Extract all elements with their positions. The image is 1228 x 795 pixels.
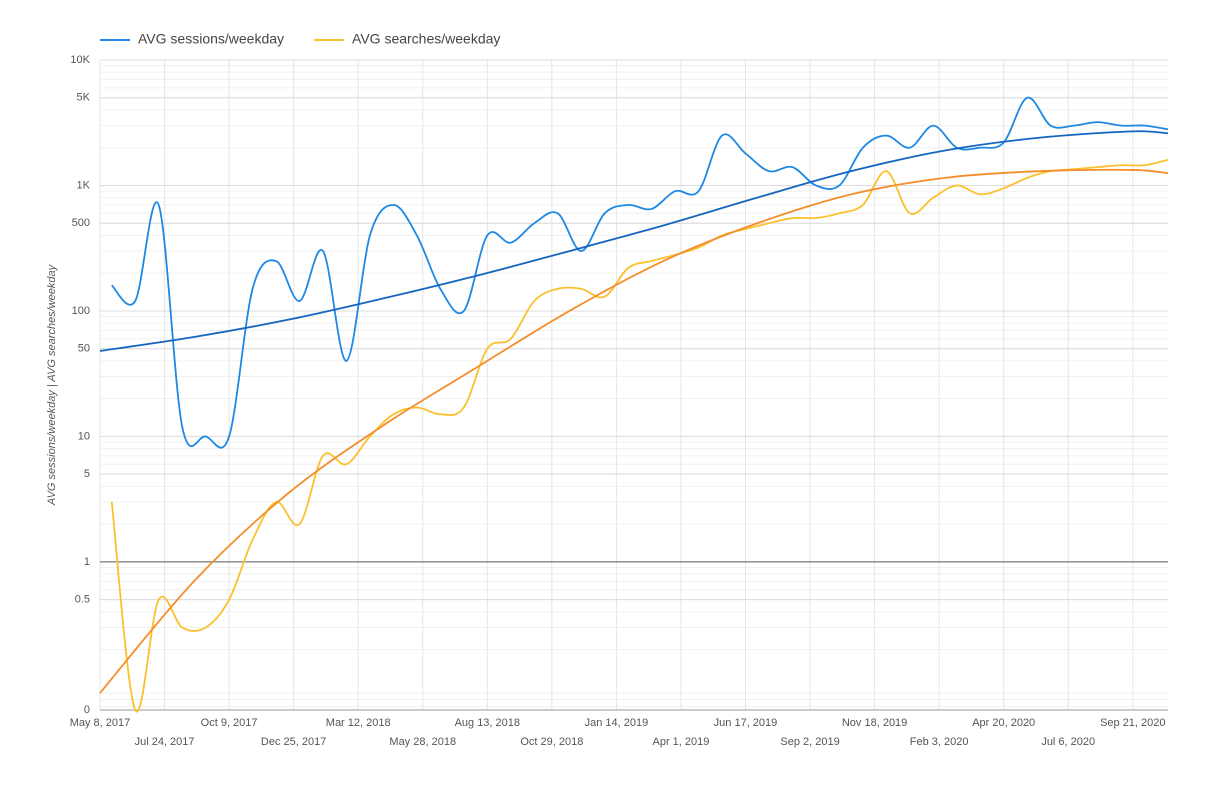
trend-line xyxy=(99,130,1169,352)
y-tick-label: 5 xyxy=(84,468,90,480)
x-tick-label: Apr 1, 2019 xyxy=(653,736,710,748)
x-tick-label: May 8, 2017 xyxy=(70,717,131,729)
y-tick-label: 10 xyxy=(78,430,90,442)
data-line xyxy=(111,96,1169,449)
y-tick-label: 5K xyxy=(77,92,91,104)
x-tick-label: Oct 29, 2018 xyxy=(520,736,583,748)
x-tick-label: Jan 14, 2019 xyxy=(585,717,649,729)
legend-label: AVG searches/weekday xyxy=(352,31,500,47)
x-tick-label: Jun 17, 2019 xyxy=(714,717,778,729)
y-tick-label: 50 xyxy=(78,343,90,355)
x-tick-label: Mar 12, 2018 xyxy=(326,717,391,729)
y-axis-label: AVG sessions/weekday | AVG searches/week… xyxy=(46,263,58,506)
x-tick-label: May 28, 2018 xyxy=(389,736,456,748)
x-tick-label: Feb 3, 2020 xyxy=(910,736,969,748)
y-tick-label: 500 xyxy=(72,217,90,229)
y-tick-label: 100 xyxy=(72,305,90,317)
y-tick-label: 10K xyxy=(70,54,90,66)
x-tick-label: Apr 20, 2020 xyxy=(972,717,1035,729)
x-tick-label: Oct 9, 2017 xyxy=(201,717,258,729)
data-line xyxy=(110,158,1169,713)
x-tick-label: Aug 13, 2018 xyxy=(455,717,520,729)
x-tick-label: Sep 21, 2020 xyxy=(1100,717,1165,729)
x-tick-label: Jul 6, 2020 xyxy=(1041,736,1095,748)
x-tick-label: Sep 2, 2019 xyxy=(780,736,839,748)
y-tick-label: 0.5 xyxy=(75,594,90,606)
y-tick-label: 1 xyxy=(84,556,90,568)
legend-label: AVG sessions/weekday xyxy=(138,31,284,47)
y-tick-label: 0 xyxy=(84,704,90,716)
x-tick-label: Dec 25, 2017 xyxy=(261,736,326,748)
x-tick-label: Jul 24, 2017 xyxy=(135,736,195,748)
trend-line xyxy=(99,168,1169,694)
y-tick-label: 1K xyxy=(77,179,91,191)
x-tick-label: Nov 18, 2019 xyxy=(842,717,907,729)
